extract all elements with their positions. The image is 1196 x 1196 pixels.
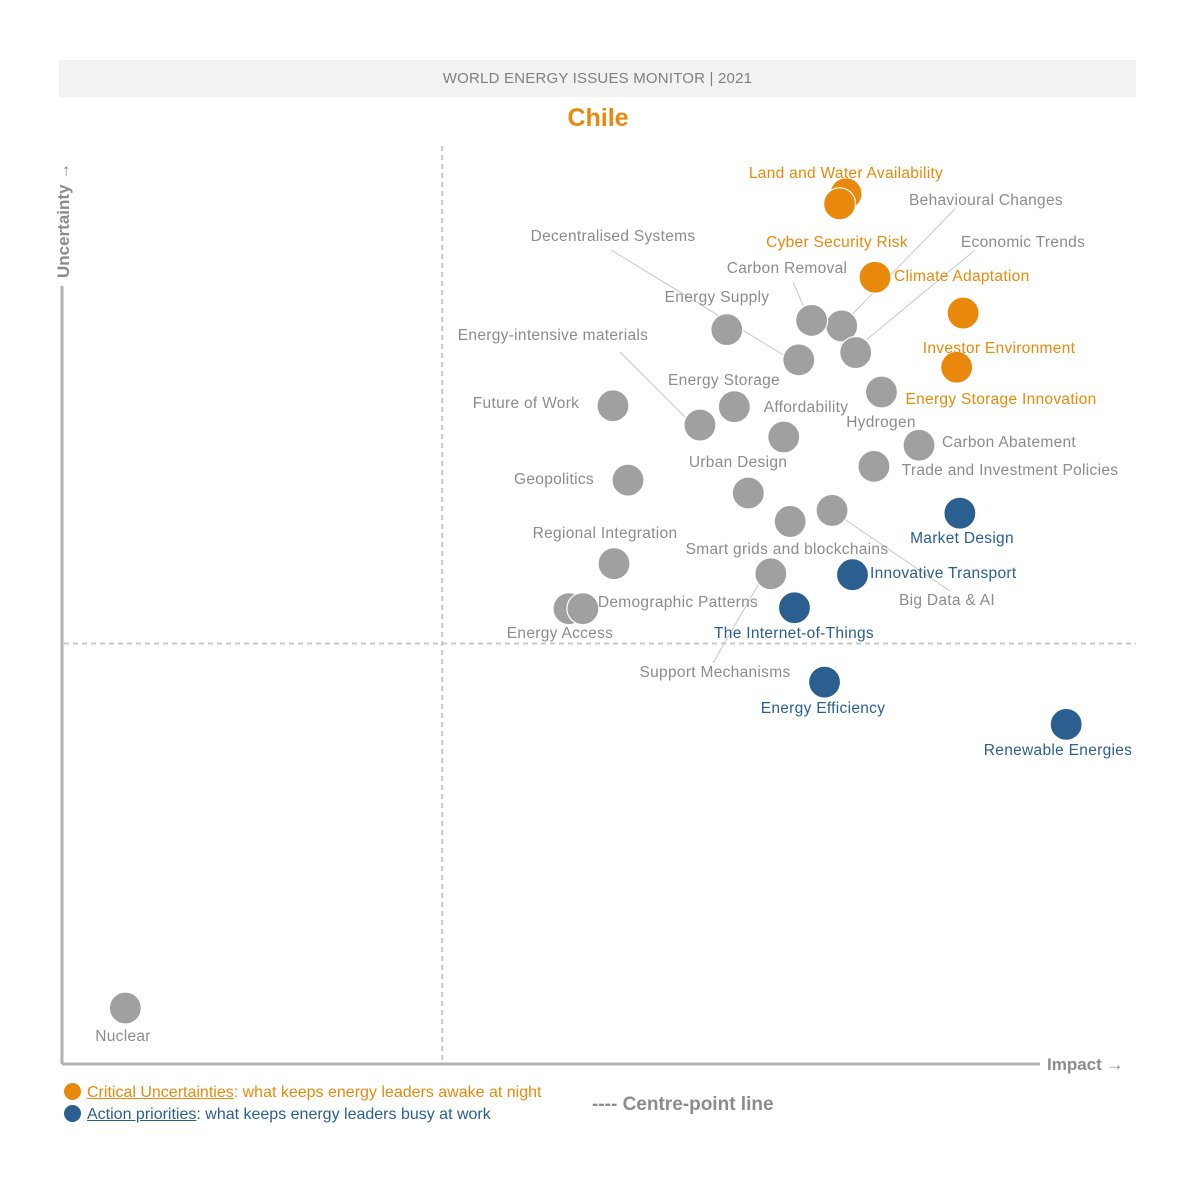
data-label: Energy Supply [665,289,770,306]
data-point-other [782,343,816,377]
data-label: Investor Environment [923,340,1076,357]
data-label: Support Mechanisms [640,664,791,681]
data-label: Geopolitics [514,471,594,488]
data-point-critical [822,187,857,221]
leader-line [837,208,956,330]
data-point-other [754,557,788,591]
leader-line [712,572,766,664]
data-point-other [815,493,849,528]
data-point-action [835,558,870,592]
legend-critical-label: Critical Uncertainties [87,1084,234,1101]
legend-critical-uncertainties: Critical Uncertainties: what keeps energ… [64,1083,541,1102]
data-label: Renewable Energies [984,742,1132,759]
leader-line [610,249,796,363]
data-point-action [807,665,842,699]
data-label: Future of Work [473,395,579,412]
data-label: Affordability [764,399,849,416]
data-point-other [773,504,807,539]
data-point-other [864,375,899,409]
data-label: Energy Efficiency [761,700,886,717]
data-point-other [710,313,744,347]
leader-line [830,509,951,592]
data-point-other [611,463,645,497]
data-point-other [795,303,829,338]
data-point-action [1049,707,1083,741]
data-label: Energy Access [507,625,613,642]
data-label: Economic Trends [961,234,1085,251]
data-label: Cyber Security Risk [766,234,908,251]
data-point-critical [940,350,974,384]
data-label: Carbon Removal [727,260,848,277]
data-label: Hydrogen [846,414,916,431]
data-label: Climate Adaptation [894,268,1030,285]
leader-line [852,249,976,352]
data-label: Carbon Abatement [942,434,1076,451]
data-label: Energy Storage Innovation [905,391,1096,408]
data-point-critical [946,296,980,330]
legend-action-dot-icon [64,1105,81,1122]
data-point-other [108,991,142,1025]
data-label: Land and Water Availability [749,165,943,182]
data-point-other [566,592,600,626]
data-point-other [717,390,751,424]
x-axis-label: Impact → [1047,1055,1124,1074]
legend-action-text: : what keeps energy leaders busy at work [196,1106,491,1123]
data-point-action [943,496,977,530]
data-label: Market Design [910,530,1014,547]
legend-action-label: Action priorities [87,1106,197,1123]
data-label: Innovative Transport [870,565,1017,582]
data-point-other [902,428,936,462]
legend-centre-point-line: ---- Centre-point line [592,1094,774,1115]
data-point-other [857,449,891,483]
data-label: Regional Integration [533,525,678,542]
data-point-critical [858,260,892,294]
data-point-other [597,547,631,581]
data-label: The Internet-of-Things [714,625,874,642]
data-label: Energy-intensive materials [458,327,648,344]
data-label: Energy Storage [668,372,780,389]
data-label: Decentralised Systems [531,228,696,245]
country-title: Chile [567,104,629,132]
data-point-other [596,389,630,423]
data-label: Nuclear [95,1028,151,1045]
data-label: Demographic Patterns [598,594,758,611]
legend-action-priorities: Action priorities: what keeps energy lea… [64,1105,491,1124]
data-label: Behavioural Changes [909,192,1063,209]
y-axis-label: Uncertainty → [54,163,73,278]
legend-critical-dot-icon [64,1083,81,1100]
data-point-other [839,335,873,370]
chart-title-banner: WORLD ENERGY ISSUES MONITOR | 2021 [59,60,1136,97]
data-point-other [767,420,801,454]
data-point-action [777,591,812,625]
data-label: Big Data & AI [899,592,995,609]
chart-title: WORLD ENERGY ISSUES MONITOR | 2021 [442,70,753,87]
data-label: Urban Design [689,454,787,471]
leader-line [619,351,694,426]
data-label: Trade and Investment Policies [902,462,1119,479]
legend-critical-text: : what keeps energy leaders awake at nig… [233,1084,542,1101]
data-label: Smart grids and blockchains [686,541,889,558]
data-point-other [683,408,717,442]
data-point-other [731,476,765,510]
